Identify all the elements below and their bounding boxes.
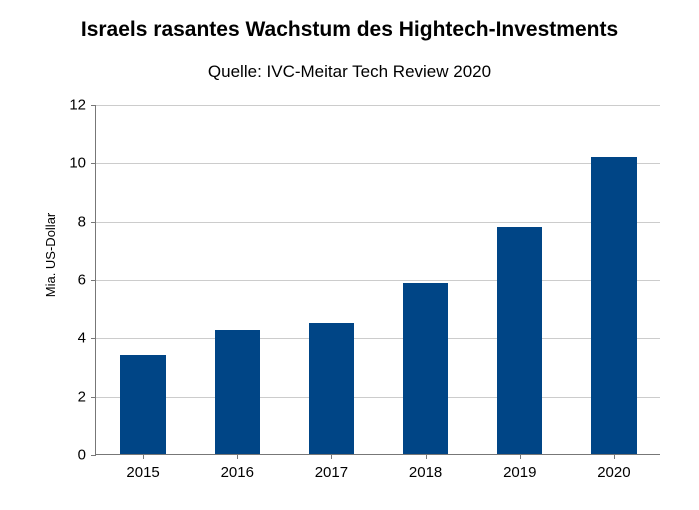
x-tick-label: 2017 <box>315 464 348 481</box>
grid-line <box>96 280 660 281</box>
y-axis-label: Mia. US-Dollar <box>43 213 58 298</box>
x-tick-label: 2019 <box>503 464 536 481</box>
grid-line <box>96 397 660 398</box>
x-tick-mark <box>331 454 332 459</box>
bar <box>403 283 448 454</box>
x-tick-mark <box>614 454 615 459</box>
x-tick-mark <box>520 454 521 459</box>
grid-line <box>96 222 660 223</box>
x-tick-mark <box>426 454 427 459</box>
x-tick-label: 2015 <box>126 464 159 481</box>
x-tick-mark <box>143 454 144 459</box>
bar <box>120 355 165 454</box>
plot-area: 024681012201520162017201820192020 <box>95 105 660 455</box>
grid-line <box>96 338 660 339</box>
grid-line <box>96 105 660 106</box>
y-tick-label: 2 <box>78 388 86 405</box>
x-tick-mark <box>237 454 238 459</box>
y-tick-label: 4 <box>78 330 86 347</box>
bar <box>309 323 354 454</box>
bar <box>215 330 260 454</box>
y-tick-mark <box>91 280 96 281</box>
y-tick-mark <box>91 105 96 106</box>
grid-line <box>96 163 660 164</box>
chart-title: Israels rasantes Wachstum des Hightech-I… <box>0 18 699 42</box>
y-tick-label: 0 <box>78 447 86 464</box>
x-tick-label: 2020 <box>597 464 630 481</box>
x-tick-label: 2018 <box>409 464 442 481</box>
y-tick-mark <box>91 455 96 456</box>
chart-container: Israels rasantes Wachstum des Hightech-I… <box>0 0 699 510</box>
bar <box>497 227 542 455</box>
y-tick-label: 12 <box>69 97 86 114</box>
chart-subtitle: Quelle: IVC-Meitar Tech Review 2020 <box>0 62 699 82</box>
y-tick-mark <box>91 397 96 398</box>
x-tick-label: 2016 <box>221 464 254 481</box>
y-tick-mark <box>91 163 96 164</box>
y-tick-mark <box>91 222 96 223</box>
bar <box>591 157 636 455</box>
y-tick-label: 8 <box>78 213 86 230</box>
y-tick-label: 6 <box>78 272 86 289</box>
y-tick-label: 10 <box>69 155 86 172</box>
y-tick-mark <box>91 338 96 339</box>
